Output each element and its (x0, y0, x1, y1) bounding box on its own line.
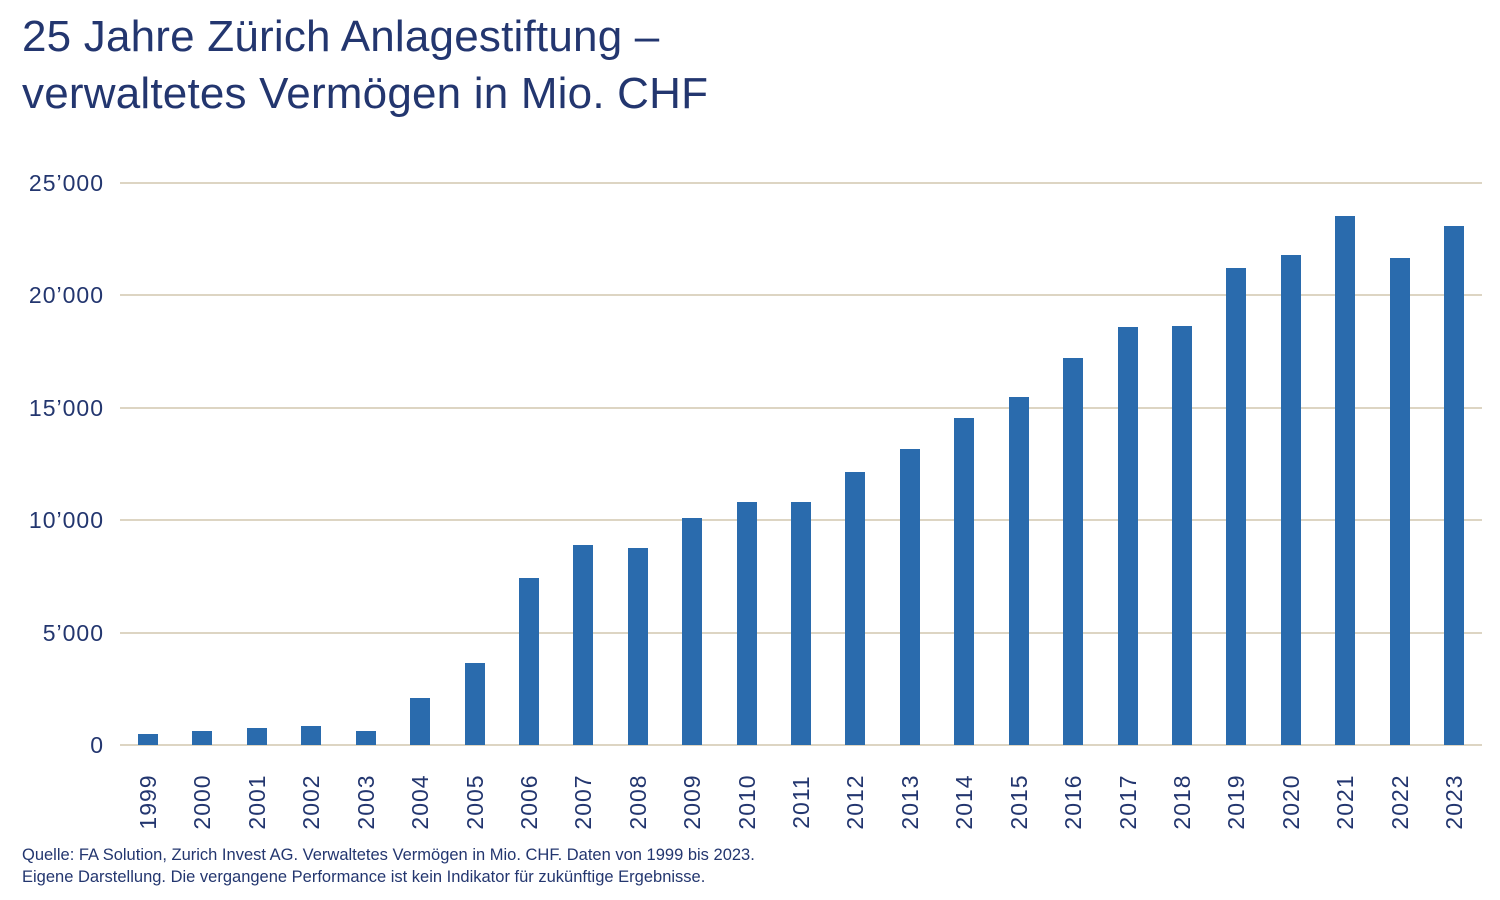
bar-2014 (954, 417, 975, 745)
bar-2011 (791, 502, 811, 745)
gridline-15000 (120, 406, 1482, 409)
gridline-0 (120, 744, 1482, 746)
gridline-20000 (120, 294, 1482, 297)
bar-2021 (1335, 215, 1356, 745)
bar-2003 (355, 731, 376, 745)
bar-2012 (845, 471, 866, 745)
bar-2022 (1389, 258, 1410, 745)
bar-2015 (1008, 396, 1029, 745)
y-axis-tick-label-10000: 10’000 (28, 507, 104, 534)
bar-2019 (1226, 268, 1247, 745)
y-axis-tick-label-5000: 5’000 (42, 619, 104, 646)
bar-2008 (627, 548, 648, 745)
y-axis-tick-label-0: 0 (90, 732, 104, 758)
y-axis-tick-label-15000: 15’000 (28, 394, 104, 421)
chart-title-line2: verwaltetes Vermögen in Mio. CHF (22, 69, 709, 118)
bar-2009 (682, 517, 703, 745)
bar-2016 (1063, 358, 1084, 745)
bar-2005 (464, 662, 485, 745)
footer-line1: Quelle: FA Solution, Zurich Invest AG. V… (22, 846, 755, 864)
bar-1999 (138, 733, 158, 745)
chart-title: 25 Jahre Zürich Anlagestiftung – verwalt… (22, 8, 708, 122)
bar-2000 (192, 731, 213, 745)
bar-2023 (1444, 225, 1464, 745)
y-axis-tick-label-20000: 20’000 (28, 282, 104, 309)
bar-2017 (1117, 326, 1138, 745)
bar-2018 (1171, 325, 1192, 745)
bar-2007 (573, 544, 594, 745)
bar-2013 (899, 449, 920, 745)
bar-2002 (301, 725, 322, 745)
bar-2001 (246, 728, 267, 745)
bar-2006 (518, 577, 539, 745)
y-axis-tick-label-25000: 25’000 (28, 170, 104, 196)
bar-chart: 0 5’000 10’000 15’000 20’000 25’000 1999 2000 20… (29, 170, 1482, 830)
bar-2010 (736, 502, 757, 745)
footer-note: Quelle: FA Solution, Zurich Invest AG. V… (22, 844, 755, 888)
gridline-25000 (120, 182, 1482, 184)
bar-2020 (1280, 254, 1301, 745)
chart-title-line1: 25 Jahre Zürich Anlagestiftung – (22, 12, 660, 61)
footer-line2: Eigene Darstellung. Die vergangene Perfo… (22, 868, 706, 886)
bar-2004 (410, 697, 431, 745)
x-axis-tick-label-2023: 2023 (1440, 774, 1467, 830)
